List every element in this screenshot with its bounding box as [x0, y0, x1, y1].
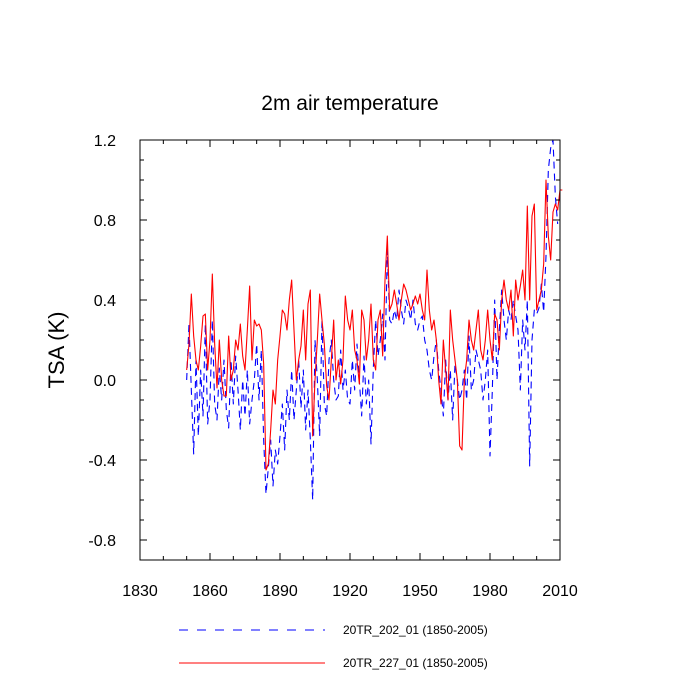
y-tick-label: 0.8	[94, 213, 116, 230]
y-tick-label: -0.4	[88, 453, 116, 470]
legend-label-2: 20TR_227_01 (1850-2005)	[343, 656, 488, 670]
chart-title: 2m air temperature	[261, 92, 438, 115]
legend: 20TR_202_01 (1850-2005) 20TR_227_01 (1850…	[179, 623, 488, 670]
x-tick-label: 1890	[262, 583, 298, 600]
plot-frame	[139, 139, 561, 561]
y-tick-label: -0.8	[88, 533, 116, 550]
axes-layer	[139, 139, 561, 561]
x-tick-label: 1920	[332, 583, 368, 600]
y-tick-label: 0.4	[94, 293, 116, 310]
x-tick-label: 1830	[122, 583, 158, 600]
legend-label-1: 20TR_202_01 (1850-2005)	[343, 623, 488, 637]
x-tick-label: 1950	[402, 583, 438, 600]
series-line-2	[186, 179, 563, 471]
x-tick-label: 1980	[472, 583, 508, 600]
y-tick-label: 1.2	[94, 133, 116, 150]
y-tick-label: 0.0	[94, 373, 116, 390]
ticks-layer: 1830 1860 1890 1920 1950 1980 2010 -0.8 -0.4 0.0 0…	[88, 133, 577, 600]
x-tick-label: 1860	[192, 583, 228, 600]
x-tick-label: 2010	[542, 583, 578, 600]
y-axis-label: TSA (K)	[44, 311, 69, 388]
series-layer	[186, 139, 563, 501]
